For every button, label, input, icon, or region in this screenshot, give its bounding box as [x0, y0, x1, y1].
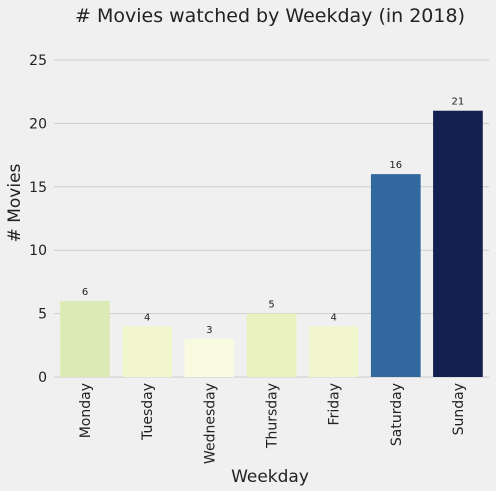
bars [60, 110, 483, 377]
chart-title: # Movies watched by Weekday (in 2018) [75, 5, 465, 27]
data-label-thursday: 5 [268, 300, 274, 311]
y-tick-label: 20 [29, 116, 47, 132]
x-tick-label-sunday: Sunday [451, 383, 467, 435]
x-tick-label-saturday: Saturday [389, 383, 405, 446]
data-labels: 6 4 3 5 4 16 21 [82, 97, 464, 336]
y-tick-label: 15 [29, 180, 47, 196]
data-label-tuesday: 4 [144, 312, 150, 323]
bar-tuesday [122, 326, 173, 377]
x-axis-label: Weekday [231, 467, 309, 487]
y-axis-label: # Movies [5, 163, 25, 242]
y-tick-label: 25 [29, 53, 47, 69]
x-tick-labels: Monday Tuesday Wednesday Thursday Friday Satu… [78, 383, 467, 464]
data-label-friday: 4 [330, 312, 336, 323]
bar-friday [308, 326, 359, 377]
y-tick-labels: 0 5 10 15 20 25 [29, 53, 47, 386]
bar-monday [60, 300, 110, 377]
data-label-monday: 6 [82, 287, 88, 298]
x-tick-label-wednesday: Wednesday [202, 383, 218, 464]
x-tick-label-thursday: Thursday [265, 383, 281, 449]
x-tick-label-tuesday: Tuesday [140, 383, 156, 441]
bar-wednesday [184, 338, 235, 377]
y-tick-label: 5 [38, 307, 47, 323]
x-tick-label-monday: Monday [78, 383, 94, 438]
data-label-wednesday: 3 [206, 325, 212, 336]
bar-saturday [370, 174, 421, 377]
bar-sunday [433, 110, 483, 377]
data-label-saturday: 16 [389, 160, 402, 171]
data-label-sunday: 21 [452, 97, 465, 108]
x-tick-label-friday: Friday [327, 383, 343, 425]
y-tick-label: 0 [38, 370, 47, 386]
y-tick-label: 10 [29, 243, 47, 259]
bar-thursday [246, 313, 297, 377]
